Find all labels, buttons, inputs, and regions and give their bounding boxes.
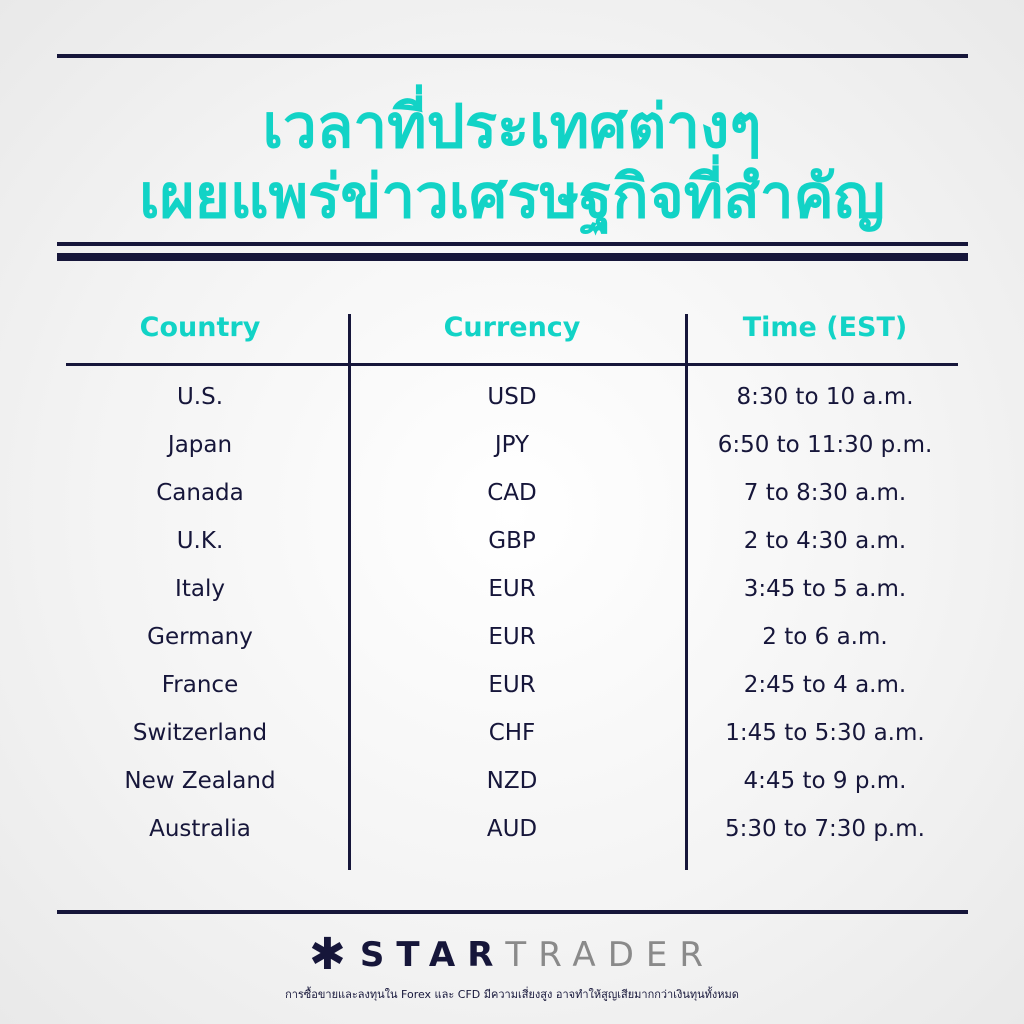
time-cell: 8:30 to 10 a.m. — [736, 384, 914, 410]
currency-cell: NZD — [486, 768, 538, 794]
top-rule — [57, 54, 968, 58]
country-cell: Switzerland — [132, 720, 268, 746]
startrader-logo: ✱ STAR TRADER — [0, 929, 1024, 980]
country-cell: New Zealand — [124, 768, 276, 794]
country-cell: Italy — [175, 576, 225, 602]
currency-cell: USD — [487, 384, 537, 410]
title-rule-thick — [57, 253, 968, 261]
column-divider — [348, 314, 351, 870]
column-divider — [685, 314, 688, 870]
currency-cell: GBP — [488, 528, 536, 554]
currency-cell: EUR — [488, 576, 536, 602]
bottom-rule — [57, 910, 968, 914]
country-cell: U.S. — [176, 384, 224, 410]
logo-star-text: STAR — [359, 935, 506, 975]
time-cell: 1:45 to 5:30 a.m. — [725, 720, 925, 746]
country-cell: France — [161, 672, 239, 698]
header-rule — [66, 363, 958, 366]
country-cell: Japan — [167, 432, 233, 458]
time-cell: 2:45 to 4 a.m. — [743, 672, 907, 698]
country-cell: Germany — [147, 624, 253, 650]
country-cell: Canada — [156, 480, 244, 506]
time-cell: 6:50 to 11:30 p.m. — [717, 432, 933, 458]
star-asterisk-icon: ✱ — [309, 929, 346, 980]
time-cell: 5:30 to 7:30 p.m. — [725, 816, 925, 842]
header-currency: Currency — [443, 312, 581, 343]
currency-cell: CAD — [487, 480, 537, 506]
header-country: Country — [139, 312, 261, 343]
logo-trader-text: TRADER — [505, 935, 715, 975]
currency-cell: EUR — [488, 624, 536, 650]
time-cell: 2 to 4:30 a.m. — [743, 528, 907, 554]
title-line-1: เวลาที่ประเทศต่างๆ — [262, 92, 762, 162]
time-cell: 4:45 to 9 p.m. — [743, 768, 907, 794]
currency-cell: AUD — [486, 816, 538, 842]
time-cell: 3:45 to 5 a.m. — [743, 576, 907, 602]
title-rule-thin — [57, 242, 968, 246]
currency-cell: EUR — [488, 672, 536, 698]
risk-disclaimer: การซื้อขายและลงทุนใน Forex และ CFD มีควา… — [285, 988, 739, 1001]
header-time: Time (EST) — [742, 312, 908, 343]
title-line-2: เผยแพร่ข่าวเศรษฐกิจที่สำคัญ — [139, 162, 885, 232]
currency-cell: JPY — [494, 432, 530, 458]
country-cell: U.K. — [176, 528, 224, 554]
currency-cell: CHF — [488, 720, 536, 746]
country-cell: Australia — [149, 816, 251, 842]
time-cell: 7 to 8:30 a.m. — [743, 480, 907, 506]
time-cell: 2 to 6 a.m. — [762, 624, 888, 650]
